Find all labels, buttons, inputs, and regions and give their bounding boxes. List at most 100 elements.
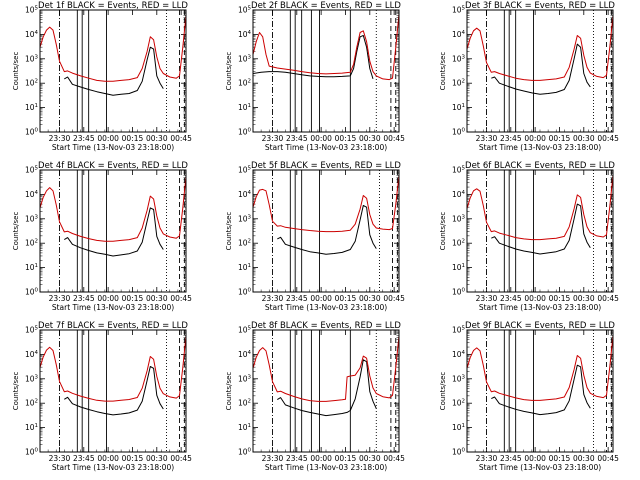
x-axis-label: Start Time (13-Nov-03 23:18:00) [479,143,601,152]
y-axis-label: Counts/sec [439,52,447,91]
y-tick-label: 102 [452,239,465,248]
x-tick-label: 23:30 [262,294,284,303]
x-tick-label: 00:15 [335,294,357,303]
series-line-lld [467,335,613,401]
x-tick-label: 23:30 [262,134,284,143]
x-axis-label: Start Time (13-Nov-03 23:18:00) [265,303,387,312]
y-tick-label: 103 [238,54,252,63]
x-tick-label: 00:30 [146,294,168,303]
x-tick-label: 00:15 [122,134,144,143]
series-line-lld [253,13,399,81]
y-tick-label: 101 [25,423,38,432]
y-tick-label: 100 [25,288,39,297]
plot-frame [466,9,614,133]
y-tick-label: 100 [452,448,466,457]
x-tick-label: 00:00 [524,294,546,303]
y-tick-label: 105 [25,6,39,15]
chart-title: Det 9f BLACK = Events, RED = LLD [465,321,615,331]
y-tick-label: 101 [452,263,465,272]
y-tick-label: 105 [452,6,466,15]
y-axis-label: Counts/sec [225,52,233,91]
x-tick-label: 00:45 [383,294,405,303]
plot-frame [252,329,400,453]
series-line-lld [40,176,186,242]
series-line-events [277,205,377,255]
x-tick-label: 00:15 [549,134,571,143]
x-tick-label: 23:30 [262,454,284,463]
chart-panel: Det 4f BLACK = Events, RED = LLD 100 101 10… [12,161,192,312]
y-tick-label: 105 [25,326,39,335]
y-tick-label: 101 [25,263,38,272]
x-axis-label: Start Time (13-Nov-03 23:18:00) [265,143,387,152]
x-tick-label: 00:45 [597,454,619,463]
x-tick-label: 23:30 [476,294,498,303]
x-tick-label: 00:00 [310,454,332,463]
x-axis-label: Start Time (13-Nov-03 23:18:00) [479,463,601,472]
y-tick-label: 101 [452,423,465,432]
y-tick-label: 100 [25,128,39,137]
y-tick-label: 104 [25,190,39,199]
x-tick-label: 00:30 [573,134,595,143]
series-line-events [277,359,377,417]
x-tick-label: 23:45 [73,454,95,463]
x-tick-label: 00:00 [524,134,546,143]
y-tick-label: 104 [25,30,39,39]
x-tick-label: 00:45 [383,134,405,143]
plot-frame [466,329,614,453]
y-tick-label: 105 [452,166,466,175]
series-line-events [491,364,591,416]
y-tick-label: 100 [238,448,252,457]
y-tick-label: 103 [25,214,39,223]
x-tick-label: 00:45 [383,454,405,463]
chart-panel: Det 1f BLACK = Events, RED = LLD 100 101 10… [12,1,192,152]
y-tick-label: 105 [238,326,252,335]
chart-panel: Det 3f BLACK = Events, RED = LLD 100 101 10… [439,1,619,152]
x-tick-label: 00:45 [170,134,192,143]
series-line-lld [467,175,613,241]
x-tick-label: 00:30 [359,294,381,303]
x-tick-label: 00:15 [549,294,571,303]
y-tick-label: 103 [238,374,252,383]
x-tick-label: 00:00 [97,454,119,463]
series-line-events [64,207,164,257]
y-tick-label: 100 [452,288,466,297]
y-tick-label: 102 [238,399,251,408]
y-tick-label: 103 [452,214,466,223]
x-tick-label: 00:15 [122,454,144,463]
y-axis-label: Counts/sec [12,52,20,91]
series-line-events [64,366,164,416]
plot-frame [466,169,614,293]
chart-panel: Det 9f BLACK = Events, RED = LLD 100 101 10… [439,321,619,472]
x-tick-label: 23:45 [286,454,308,463]
series-line-lld [467,15,613,81]
chart-panel: Det 5f BLACK = Events, RED = LLD 100 101 10… [225,161,405,312]
y-axis-label: Counts/sec [439,372,447,411]
y-axis-label: Counts/sec [439,212,447,251]
y-tick-label: 105 [25,166,39,175]
y-tick-label: 101 [452,103,465,112]
x-tick-label: 00:30 [146,454,168,463]
x-tick-label: 23:30 [49,134,71,143]
x-tick-label: 00:30 [573,294,595,303]
series-line-lld [253,175,399,233]
y-tick-label: 100 [238,288,252,297]
y-tick-label: 101 [238,263,251,272]
series-line-lld [40,335,186,402]
chart-panel: Det 8f BLACK = Events, RED = LLD 100 101 10… [225,321,405,472]
y-tick-label: 101 [25,103,38,112]
x-axis-label: Start Time (13-Nov-03 23:18:00) [479,303,601,312]
y-tick-label: 102 [452,399,465,408]
y-tick-label: 104 [238,190,252,199]
y-tick-label: 105 [238,166,252,175]
x-tick-label: 00:15 [335,134,357,143]
x-tick-label: 23:45 [73,294,95,303]
x-tick-label: 23:45 [73,134,95,143]
y-tick-label: 104 [25,350,39,359]
y-tick-label: 100 [238,128,252,137]
y-tick-label: 103 [452,54,466,63]
y-tick-label: 103 [238,214,252,223]
y-tick-label: 104 [452,30,466,39]
chart-title: Det 7f BLACK = Events, RED = LLD [38,321,188,331]
y-tick-label: 100 [452,128,466,137]
